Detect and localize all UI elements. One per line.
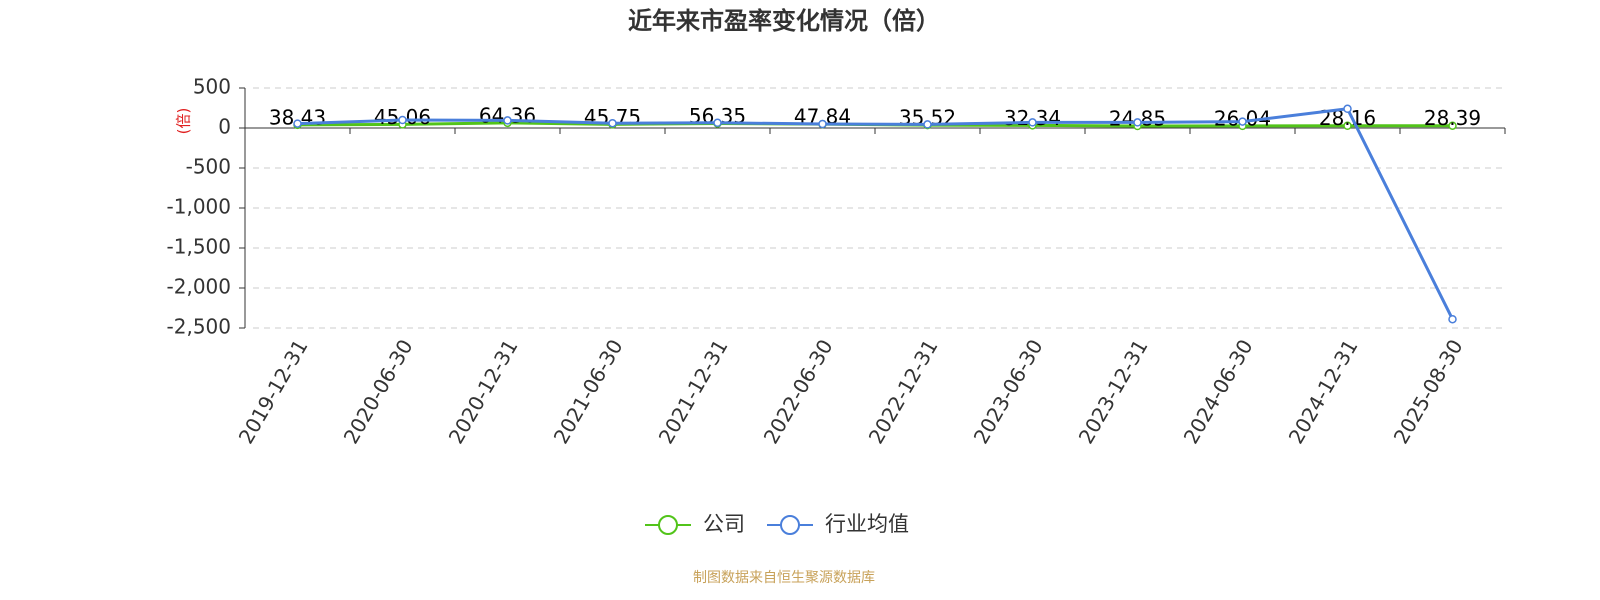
source-note: 制图数据来自恒生聚源数据库 <box>693 570 875 586</box>
y-tick-label: -2,500 <box>167 315 231 339</box>
series-point <box>1343 104 1352 114</box>
series-point <box>1133 118 1142 127</box>
y-tick-label: -2,000 <box>167 275 231 299</box>
x-tick-label: 2020-12-31 <box>444 335 523 448</box>
series-point <box>1343 121 1352 130</box>
x-tick-label: 2025-08-30 <box>1389 335 1468 448</box>
legend-marker <box>658 515 678 535</box>
series-point <box>1448 121 1457 130</box>
series-point <box>293 119 302 128</box>
x-tick-label: 2023-12-31 <box>1074 335 1153 448</box>
series-point <box>1028 118 1037 127</box>
series-point <box>608 118 617 128</box>
x-tick-label: 2024-06-30 <box>1179 335 1258 448</box>
y-tick-label: -1,000 <box>167 195 231 219</box>
y-tick-label: 0 <box>218 115 231 139</box>
data-label: 28.16 <box>1319 106 1376 130</box>
x-tick-label: 2024-12-31 <box>1284 335 1363 448</box>
series-point <box>923 120 932 129</box>
legend-marker <box>780 515 800 535</box>
y-tick-label: 500 <box>193 75 231 99</box>
series-point <box>503 116 512 125</box>
x-tick-label: 2021-06-30 <box>549 335 628 448</box>
series-point <box>398 115 407 125</box>
series-point <box>713 118 722 128</box>
series-line <box>297 107 1454 320</box>
series-point <box>1238 117 1247 126</box>
x-tick-label: 2019-12-31 <box>234 335 313 448</box>
data-label: 28.39 <box>1424 106 1481 130</box>
chart-title: 近年来市盈率变化情况（倍） <box>628 7 940 35</box>
x-tick-label: 2022-06-30 <box>759 335 838 448</box>
series-point <box>818 119 827 129</box>
legend-label: 公司 <box>703 512 745 536</box>
x-tick-label: 2022-12-31 <box>864 335 943 448</box>
y-tick-label: -500 <box>186 155 231 179</box>
x-tick-label: 2023-06-30 <box>969 335 1048 448</box>
x-tick-label: 2020-06-30 <box>339 335 418 448</box>
x-tick-label: 2021-12-31 <box>654 335 733 448</box>
series-point <box>1448 314 1457 324</box>
y-axis-label: (倍) <box>175 108 193 135</box>
y-tick-label: -1,500 <box>167 235 231 259</box>
legend-label: 行业均值 <box>825 512 909 536</box>
